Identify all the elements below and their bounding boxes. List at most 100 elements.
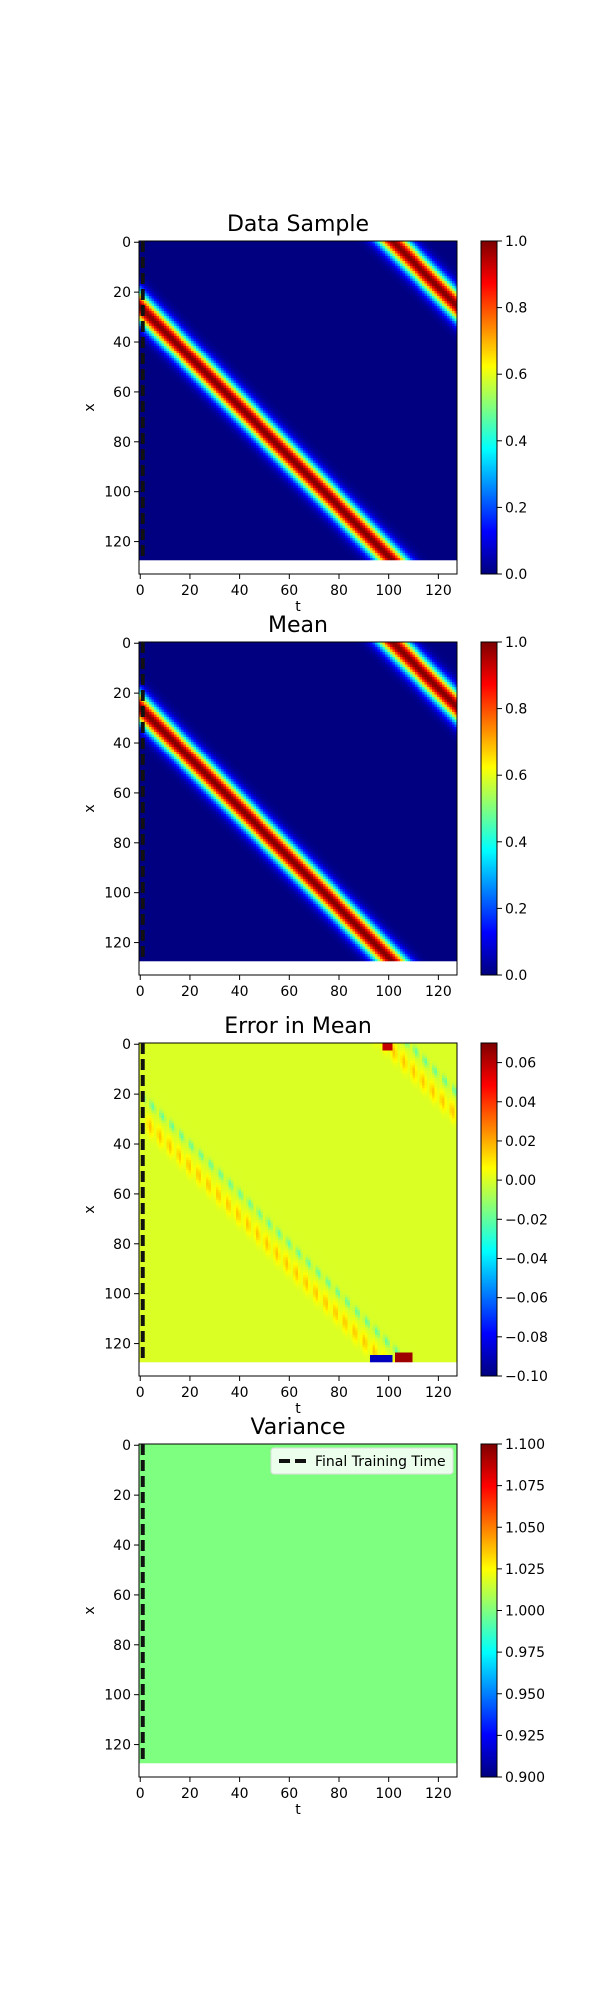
- colorbar-tick-label: 0.8: [505, 301, 527, 317]
- y-tick-label: 100: [104, 1287, 131, 1303]
- panel-1: Data Sample 0 20 40 60 80 100 120 0 20 40 60 80 100 12…: [82, 212, 527, 615]
- y-tick-label: 120: [104, 535, 131, 551]
- y-axis-label: x: [82, 1606, 98, 1614]
- x-tick-label: 100: [375, 984, 402, 1000]
- x-tick-label: 60: [280, 583, 298, 599]
- colorbar-tick-label: 0.900: [505, 1770, 545, 1786]
- y-axis-label: x: [82, 804, 98, 812]
- colorbar-tick-label: 1.050: [505, 1520, 545, 1536]
- heatmap-image: [139, 1043, 457, 1363]
- x-tick-label: 0: [136, 583, 145, 599]
- y-axis-label: x: [82, 1205, 98, 1213]
- x-tick-label: 60: [280, 1786, 298, 1802]
- y-tick-label: 60: [113, 1187, 131, 1203]
- colorbar-tick-label: −0.06: [505, 1291, 548, 1307]
- x-tick-label: 20: [181, 984, 199, 1000]
- heatmap-image: [139, 1444, 457, 1764]
- x-tick-label: 40: [231, 1385, 249, 1401]
- y-tick-label: 0: [122, 1037, 131, 1053]
- y-tick-label: 100: [104, 1688, 131, 1704]
- colorbar-frame: [480, 641, 498, 976]
- colorbar-frame: [480, 1042, 498, 1377]
- colorbar-tick-label: −0.04: [505, 1251, 548, 1267]
- panel-3: Error in Mean 0 20 40 60 80 100 120 0 20 40 60 80 100…: [82, 1014, 548, 1417]
- colorbar-tick-label: 0.6: [505, 768, 527, 784]
- colorbar-tick-label: 1.075: [505, 1479, 545, 1495]
- x-tick-label: 0: [136, 1786, 145, 1802]
- x-tick-label: 0: [136, 984, 145, 1000]
- axes-frame: [138, 641, 458, 976]
- colorbar-tick-label: 1.100: [505, 1437, 545, 1453]
- colorbar-tick-label: 1.0: [505, 234, 527, 250]
- colorbar-tick-label: −0.10: [505, 1369, 548, 1385]
- colorbar-tick-label: 1.000: [505, 1604, 545, 1620]
- heatmap-image: [139, 241, 457, 561]
- heatmap-image: [139, 642, 457, 962]
- colorbar-tick-label: 0.0: [505, 968, 527, 984]
- chart-title: Mean: [268, 613, 328, 638]
- y-tick-label: 80: [113, 435, 131, 451]
- y-tick-label: 40: [113, 736, 131, 752]
- colorbar-tick-label: 1.025: [505, 1562, 545, 1578]
- colorbar-frame: [480, 240, 498, 575]
- x-tick-label: 40: [231, 984, 249, 1000]
- panel-4: Variance 0 20 40 60 80 100 120 0 20 40 60 80 100 120 t x…: [82, 1415, 545, 1818]
- colorbar-tick-label: 0.6: [505, 367, 527, 383]
- y-tick-label: 20: [113, 285, 131, 301]
- chart-title: Variance: [250, 1415, 345, 1440]
- colorbar-tick-label: 0.950: [505, 1687, 545, 1703]
- y-tick-label: 80: [113, 1638, 131, 1654]
- colorbar-tick-label: 0.4: [505, 434, 527, 450]
- axes-frame: [138, 240, 458, 575]
- y-tick-label: 60: [113, 786, 131, 802]
- colorbar-tick-label: 0.00: [505, 1173, 536, 1189]
- y-tick-label: 0: [122, 636, 131, 652]
- x-tick-label: 120: [425, 583, 452, 599]
- y-tick-label: 40: [113, 335, 131, 351]
- x-tick-label: 40: [231, 583, 249, 599]
- chart-title: Error in Mean: [224, 1014, 372, 1039]
- y-tick-label: 40: [113, 1137, 131, 1153]
- x-axis-label: t: [295, 1401, 301, 1417]
- x-tick-label: 100: [375, 1385, 402, 1401]
- y-tick-label: 120: [104, 1337, 131, 1353]
- panel-2: Mean 0 20 40 60 80 100 120 0 20 40 60 80 100 120 x 0.0 0.…: [82, 613, 527, 1000]
- colorbar-tick-label: 0.0: [505, 567, 527, 583]
- x-tick-label: 120: [425, 1385, 452, 1401]
- colorbar-tick-label: 0.2: [505, 901, 527, 917]
- colorbar-tick-label: −0.08: [505, 1330, 548, 1346]
- y-tick-label: 80: [113, 836, 131, 852]
- y-tick-label: 60: [113, 385, 131, 401]
- x-tick-label: 100: [375, 1786, 402, 1802]
- colorbar: [481, 1043, 497, 1376]
- colorbar: [481, 1444, 497, 1777]
- y-tick-label: 20: [113, 686, 131, 702]
- colorbar-tick-label: 0.8: [505, 702, 527, 718]
- legend-label: Final Training Time: [315, 1454, 446, 1470]
- y-tick-label: 20: [113, 1488, 131, 1504]
- y-tick-label: 60: [113, 1588, 131, 1604]
- y-tick-label: 100: [104, 485, 131, 501]
- x-tick-label: 20: [181, 1385, 199, 1401]
- colorbar-tick-label: −0.02: [505, 1212, 548, 1228]
- y-tick-label: 20: [113, 1087, 131, 1103]
- y-tick-label: 80: [113, 1237, 131, 1253]
- y-tick-label: 0: [122, 235, 131, 251]
- x-axis-label: t: [295, 1802, 301, 1818]
- x-tick-label: 120: [425, 1786, 452, 1802]
- colorbar-tick-label: 1.0: [505, 635, 527, 651]
- x-tick-label: 40: [231, 1786, 249, 1802]
- colorbar-tick-label: 0.2: [505, 500, 527, 516]
- y-tick-label: 40: [113, 1538, 131, 1554]
- x-tick-label: 60: [280, 984, 298, 1000]
- chart-title: Data Sample: [227, 212, 369, 237]
- y-tick-label: 120: [104, 936, 131, 952]
- y-axis-label: x: [82, 403, 98, 411]
- colorbar-tick-label: 0.02: [505, 1134, 536, 1150]
- x-tick-label: 20: [181, 583, 199, 599]
- x-tick-label: 80: [330, 1786, 348, 1802]
- x-tick-label: 80: [330, 583, 348, 599]
- x-tick-label: 60: [280, 1385, 298, 1401]
- axes-frame: [138, 1443, 458, 1778]
